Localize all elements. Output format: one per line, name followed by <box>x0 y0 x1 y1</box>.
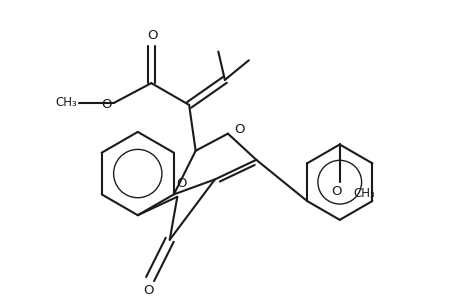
Text: O: O <box>233 123 244 136</box>
Text: O: O <box>143 284 153 297</box>
Text: CH₃: CH₃ <box>353 187 375 200</box>
Text: O: O <box>331 184 341 198</box>
Text: methyl: methyl <box>0 299 1 300</box>
Text: O: O <box>101 98 112 111</box>
Text: CH₃: CH₃ <box>56 96 77 109</box>
Text: O: O <box>147 29 157 42</box>
Text: O: O <box>176 177 186 190</box>
